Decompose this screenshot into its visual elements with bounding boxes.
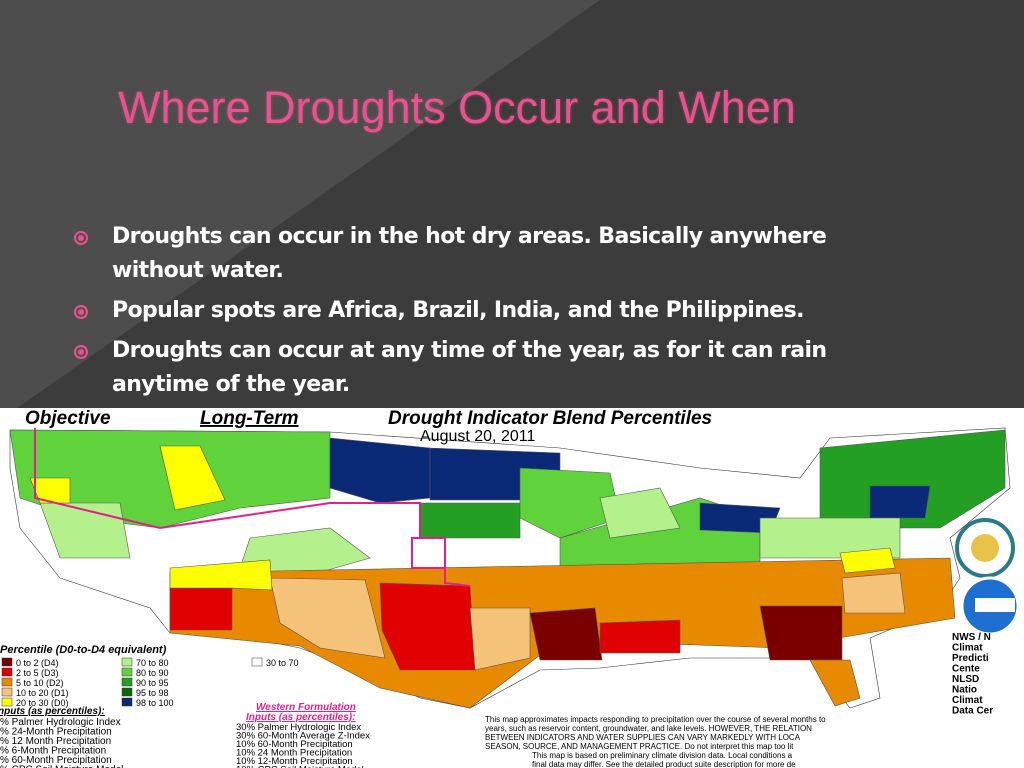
agency-logos (955, 518, 1020, 636)
legend-label: 98 to 100 (136, 698, 174, 708)
legend-label: 5 to 10 (D2) (16, 678, 64, 688)
legend-label: 80 to 90 (136, 668, 169, 678)
map-title: Objective Long-Term Drought Indicator Bl… (25, 408, 712, 429)
credits: NWS / NClimatPredictiCenteNLSDNatioClima… (952, 632, 993, 717)
legend-swatch (121, 657, 133, 667)
legend-label: 2 to 5 (D3) (16, 668, 59, 678)
bullet: Popular spots are Africa, Brazil, India,… (70, 294, 910, 328)
bullet-marker (74, 305, 88, 319)
legend-swatch (251, 657, 263, 667)
bullet-line: Droughts can occur at any time of the ye… (112, 338, 827, 363)
legend-swatch (1, 687, 13, 697)
legend: 0 to 2 (D4)2 to 5 (D3)5 to 10 (D2)10 to … (1, 657, 299, 708)
eastern-inputs-heading: nputs (as percentiles): (0, 706, 105, 717)
credit-line: Cente (952, 664, 980, 675)
input-line: 30% Palmer Hydrologic Index (236, 722, 361, 733)
legend-label: 10 to 20 (D1) (16, 688, 69, 698)
legend-swatch (1, 677, 13, 687)
map-title-emphasis: Long-Term (200, 408, 299, 429)
note-line: final data may differ. See the detailed … (532, 760, 796, 768)
legend-label: 0 to 2 (D4) (16, 658, 59, 668)
eastern-inputs: % Palmer Hydrologic Index% 24-Month Prec… (0, 717, 123, 768)
slide-title: Where Droughts Occur and When (118, 82, 796, 133)
credit-line: Data Cer (952, 706, 993, 717)
legend-label: 20 to 30 (D0) (16, 698, 69, 708)
note-line: This map approximates impacts responding… (485, 715, 826, 724)
bullet-line: without water. (112, 258, 284, 283)
note-line: SEASON, SOURCE, AND MANAGEMENT PRACTICE.… (485, 742, 794, 751)
legend-swatch (121, 677, 133, 687)
western-subheading: Inputs (as percentiles): (246, 712, 355, 723)
credit-line: Natio (952, 685, 977, 696)
legend-swatch (1, 697, 13, 707)
note-line: BETWEEN INDICATORS AND WATER SUPPLIES CA… (485, 733, 801, 742)
input-line: 10% 60-Month Precipitation (236, 739, 353, 750)
legend-label: 95 to 98 (136, 688, 169, 698)
input-line: % 6-Month Precipitation (0, 746, 106, 757)
bullet-list: Droughts can occur in the hot dry areas.… (70, 220, 910, 408)
map-note: This map approximates impacts responding… (485, 715, 826, 768)
map-title-start: Objective (25, 408, 111, 429)
input-line: 30% 60-Month Average Z-Index (236, 731, 370, 742)
legend-swatch (1, 667, 13, 677)
credit-line: Predicti (952, 653, 989, 664)
map-regions (9, 427, 1011, 709)
drought-map: Objective Long-Term Drought Indicator Bl… (0, 408, 1024, 768)
credit-line: Climat (952, 643, 983, 654)
background-shape (0, 0, 600, 408)
credit-line: Climat (952, 695, 983, 706)
bullet-marker (74, 231, 88, 245)
legend-swatch (121, 687, 133, 697)
bullet: Droughts can occur at any time of the ye… (70, 334, 910, 402)
legend-heading: Percentile (D0-to-D4 equivalent) (0, 644, 167, 656)
input-line: % Palmer Hydrologic Index (0, 717, 121, 728)
input-line: % CPC Soil Moisture Model (0, 765, 123, 768)
input-line: 10% 12-Month Precipitation (236, 756, 353, 767)
bullet: Droughts can occur in the hot dry areas.… (70, 220, 910, 288)
map-title-end: Drought Indicator Blend Percentiles (388, 408, 712, 429)
map-date: August 20, 2011 (420, 428, 535, 445)
legend-swatch (121, 667, 133, 677)
input-line: 10% 24 Month Precipitation (236, 748, 352, 759)
background (0, 0, 600, 408)
legend-swatch (1, 657, 13, 667)
bullet-marker (74, 345, 88, 359)
legend-label: 90 to 95 (136, 678, 169, 688)
western-heading: Western Formulation (256, 702, 356, 713)
bullet-line: Droughts can occur in the hot dry areas.… (112, 224, 827, 249)
input-line: % 24-Month Precipitation (0, 727, 112, 738)
input-line: % 12 Month Precipitation (0, 736, 111, 747)
input-line: % 60-Month Precipitation (0, 755, 112, 766)
credit-line: NWS / N (952, 632, 991, 643)
legend-swatch (121, 697, 133, 707)
note-line: This map is based on preliminary climate… (532, 751, 793, 760)
note-line: years, such as reservoir content, ground… (485, 724, 812, 733)
legend-label: 70 to 80 (136, 658, 169, 668)
bullet-line: anytime of the year. (112, 372, 350, 397)
input-line: 10% CPC Soil Moisture Model (236, 765, 364, 768)
credit-line: NLSD (952, 674, 979, 685)
legend-label: 30 to 70 (266, 658, 299, 668)
bullet-line: Popular spots are Africa, Brazil, India,… (112, 298, 804, 323)
